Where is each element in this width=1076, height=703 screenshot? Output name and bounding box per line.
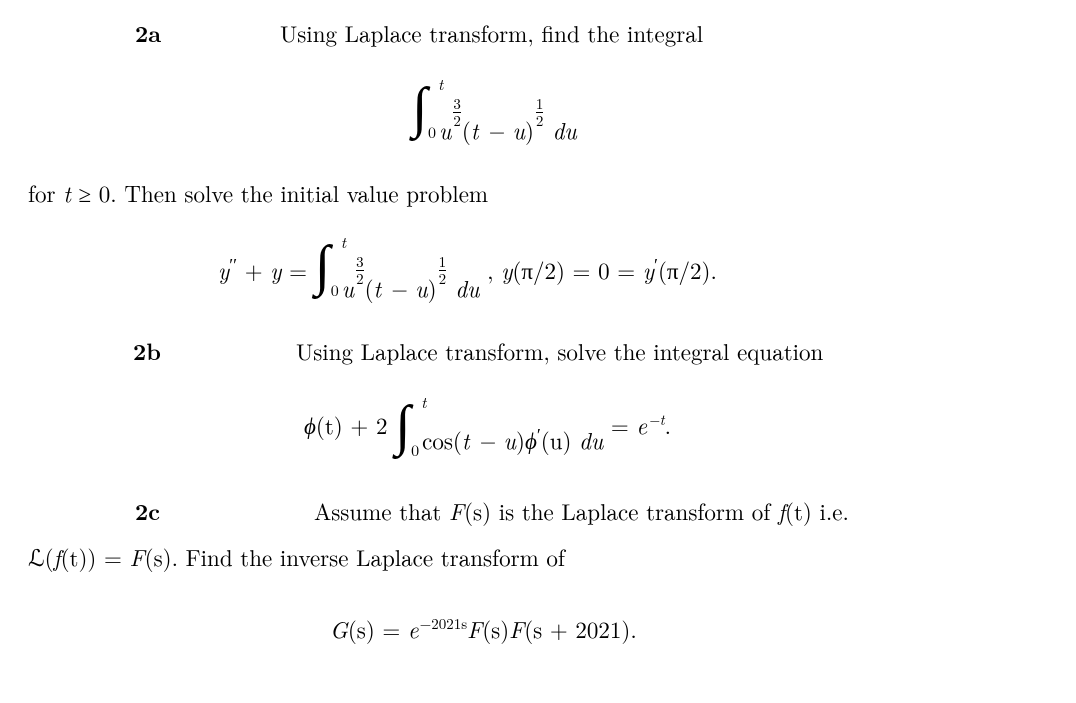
q2b-label: 2b	[133, 334, 161, 367]
q2b-intro: Using Laplace transform, solve the integ…	[296, 334, 823, 367]
q2c-equation: G(s) = e−2021sF(s)F(s + 2021).	[330, 612, 637, 645]
q2a-mid: for t ≥ 0. Then solve the initial value …	[28, 176, 488, 209]
q2a-intro: Using Laplace transform, find the integr…	[280, 16, 703, 49]
q2b-equation: ϕ(t) + 2 ∫ t 0 cos(t − u)ϕ′(u) du = e−t.	[304, 394, 671, 456]
q2a-label: 2a	[135, 16, 161, 49]
q2a-ivp: y′′ + y = ∫ t 0 u32(t − u)12 du , y(π/2)…	[218, 234, 717, 304]
q2c-intro-line2: ℒ(f(t)) = F(s). Find the inverse Laplace…	[28, 540, 565, 573]
q2a-integral: ∫ t 0 u32(t − u)12 du	[412, 76, 577, 146]
q2c-intro-line1: Assume that F(s) is the Laplace transfor…	[314, 494, 849, 527]
q2c-label: 2c	[135, 494, 160, 527]
